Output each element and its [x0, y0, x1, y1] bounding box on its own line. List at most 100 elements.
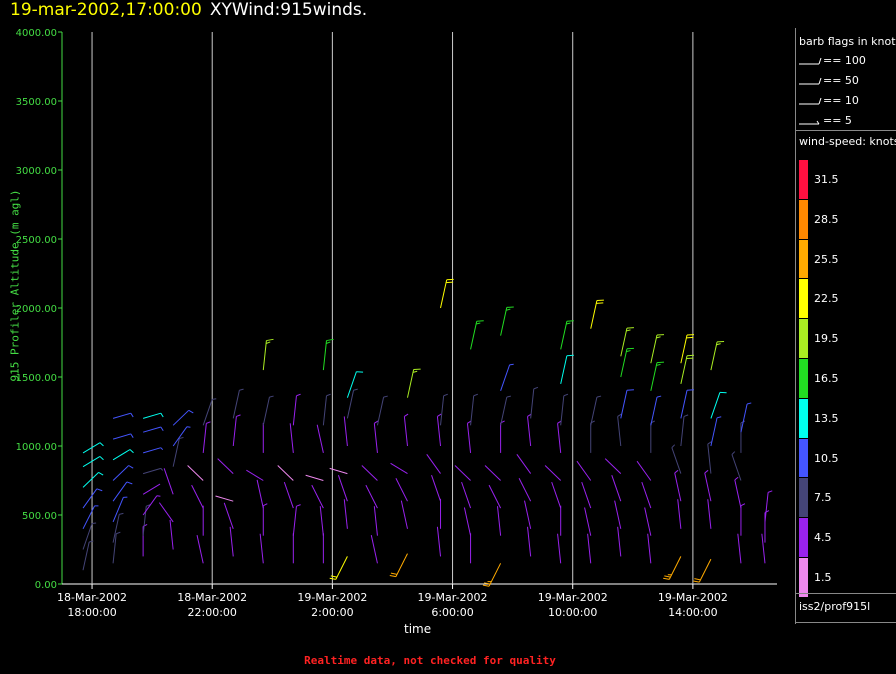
barb-feather: [160, 412, 164, 418]
wind-barb: [361, 465, 378, 481]
quality-note: Realtime data, not checked for quality: [304, 654, 556, 667]
x-tick-time: 14:00:00: [668, 606, 717, 619]
wind-barb: [704, 472, 712, 502]
speed-label: 4.5: [814, 531, 832, 545]
barb-feather: [731, 451, 736, 455]
barb-legend-item: == 50: [799, 74, 859, 87]
wind-barb: [461, 481, 472, 509]
wind-barb: [370, 535, 378, 564]
barb-feather: [130, 433, 134, 438]
wind-barb: [617, 416, 622, 447]
wind-barb: [82, 541, 90, 571]
wind-barb: [232, 390, 240, 419]
wind-barb: [365, 484, 378, 509]
wind-barb: [82, 472, 99, 488]
wind-barb: [373, 506, 378, 536]
speed-label: 22.5: [814, 292, 839, 306]
speed-swatch: [799, 319, 808, 358]
wind-barb: [292, 506, 297, 536]
wind-barb: [82, 488, 98, 509]
barb-feather: [269, 395, 274, 398]
barb-feather: [509, 363, 514, 366]
wind-barb: [246, 469, 264, 481]
wind-barb: [590, 397, 598, 426]
wind-barb: [614, 500, 622, 529]
wind-barb: [142, 467, 161, 475]
wind-barb: [674, 472, 682, 502]
barb-feather: [617, 413, 622, 417]
x-tick-date: 19-Mar-2002: [538, 591, 608, 604]
wind-barb: [215, 495, 234, 502]
wind-barb: [707, 499, 712, 529]
wind-barb: [346, 390, 355, 419]
barb-feather: [506, 395, 512, 398]
wind-barb: [466, 423, 472, 453]
wind-barb: [710, 392, 721, 419]
wind-barb: [557, 423, 562, 453]
x-tick-date: 18-Mar-2002: [177, 591, 247, 604]
wind-barb: [590, 300, 598, 329]
barb-feather: [116, 531, 121, 535]
wind-barb: [223, 502, 234, 529]
wind-barb: [734, 479, 742, 509]
wind-barb: [172, 426, 188, 447]
speed-swatch: [799, 558, 808, 597]
barb-feather: [266, 338, 274, 342]
barb-feather: [506, 308, 511, 311]
wind-barb: [647, 533, 652, 564]
wind-barb: [319, 506, 324, 536]
barb-feather: [674, 469, 679, 474]
wind-barb: [611, 475, 622, 502]
y-tick-label: 4000.00: [16, 28, 57, 39]
barb-legend-label: == 50: [823, 74, 859, 87]
speed-swatch: [799, 199, 808, 239]
wind-barb: [668, 556, 682, 580]
barb-feather: [89, 540, 94, 543]
barb-feather: [390, 572, 398, 575]
wind-barb: [202, 423, 207, 453]
barb-feather: [188, 409, 194, 414]
barb-feather: [98, 471, 104, 476]
wind-barb: [650, 362, 658, 391]
barb-feather: [694, 578, 701, 581]
wind-barb: [431, 475, 442, 502]
wind-barb: [112, 514, 120, 543]
x-tick-date: 19-Mar-2002: [658, 591, 728, 604]
wind-barb: [620, 328, 628, 357]
barb-feather: [128, 465, 134, 469]
wind-barb: [500, 397, 508, 426]
barb-feather: [130, 412, 134, 418]
barb-feather: [91, 522, 97, 525]
y-axis-label: 915 Profiler Altitude (m agl): [8, 189, 22, 382]
wind-barb: [620, 390, 628, 419]
barb-feather: [767, 490, 773, 493]
barb-feather: [326, 393, 331, 397]
wind-barb: [544, 465, 562, 481]
wind-barb: [488, 563, 502, 587]
barb-feather: [704, 469, 709, 474]
barb-feather: [129, 449, 134, 454]
wind-barb: [707, 444, 712, 474]
wind-barb: [187, 465, 204, 481]
barb-feather: [160, 468, 164, 471]
wind-barb: [680, 355, 688, 385]
y-tick-label: 2000.00: [16, 304, 57, 315]
wind-barb: [587, 533, 592, 564]
wind-barb: [403, 416, 408, 447]
x-tick-time: 2:00:00: [311, 606, 353, 619]
wind-barb: [644, 507, 652, 536]
wind-barb: [316, 424, 324, 454]
wind-barb: [400, 500, 408, 529]
wind-barb: [680, 334, 688, 364]
wind-barb: [576, 460, 592, 481]
wind-barb: [604, 458, 622, 474]
barb-feather: [716, 416, 722, 419]
wind-barb: [142, 447, 161, 454]
wind-barb: [484, 465, 501, 481]
wind-barb: [373, 423, 378, 453]
speed-label: 31.5: [814, 172, 839, 186]
barb-feather: [443, 393, 448, 397]
wind-barb: [202, 399, 213, 426]
barb-feather: [383, 395, 388, 398]
wind-barb: [322, 340, 327, 371]
